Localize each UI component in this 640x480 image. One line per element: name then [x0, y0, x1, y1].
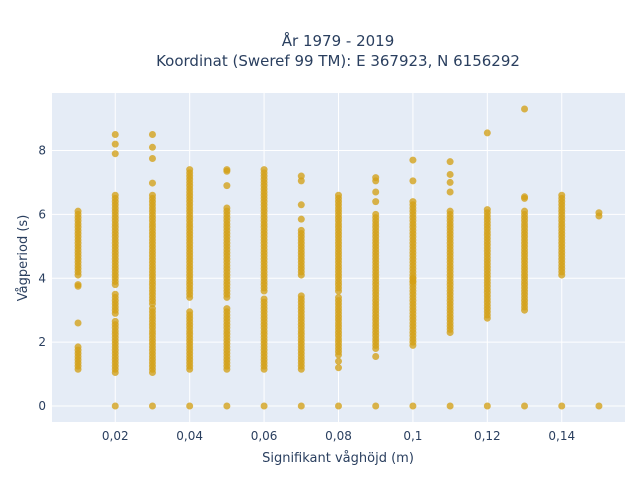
- x-tick-label: 0,1: [403, 429, 422, 443]
- data-point: [223, 402, 231, 410]
- data-point: [148, 402, 156, 410]
- data-point: [595, 209, 603, 217]
- data-point: [260, 295, 268, 303]
- data-point: [260, 166, 268, 174]
- data-point: [148, 179, 156, 187]
- x-axis-label: Signifikant våghöjd (m): [262, 451, 414, 466]
- data-point: [74, 319, 82, 327]
- data-point: [409, 402, 417, 410]
- x-tick-label: 0,04: [176, 429, 203, 443]
- data-point: [335, 191, 342, 199]
- data-point: [409, 156, 417, 164]
- data-point: [223, 305, 231, 313]
- y-tick-label: 6: [38, 207, 46, 221]
- data-point: [297, 172, 305, 180]
- chart-title-line-1: År 1979 - 2019: [282, 31, 395, 50]
- data-point: [111, 402, 119, 410]
- data-point: [148, 154, 156, 162]
- y-axis-label: Vågperiod (s): [16, 215, 31, 302]
- data-point: [74, 343, 82, 351]
- y-tick-label: 8: [38, 143, 46, 157]
- data-point: [335, 402, 342, 410]
- data-point: [223, 166, 231, 174]
- data-point: [148, 191, 156, 199]
- data-point: [446, 402, 454, 410]
- data-point: [335, 293, 342, 301]
- data-point: [111, 131, 119, 139]
- chart-title-line-2: Koordinat (Sweref 99 TM): E 367923, N 61…: [156, 52, 520, 70]
- data-point: [297, 215, 305, 223]
- data-point: [521, 207, 529, 215]
- data-point: [148, 131, 156, 139]
- data-point: [446, 207, 454, 215]
- data-points: [74, 105, 603, 410]
- data-point: [372, 353, 380, 361]
- data-point: [186, 402, 194, 410]
- data-point: [446, 178, 454, 186]
- data-point: [74, 282, 82, 290]
- data-point: [297, 177, 305, 185]
- data-point: [148, 143, 156, 151]
- data-point: [409, 177, 417, 185]
- data-point: [409, 274, 417, 282]
- data-point: [483, 206, 491, 214]
- y-tick-label: 4: [38, 271, 46, 285]
- x-tick-label: 0,08: [325, 429, 352, 443]
- data-point: [148, 305, 156, 313]
- data-point: [521, 402, 529, 410]
- data-point: [223, 182, 231, 190]
- data-point: [483, 402, 491, 410]
- data-point: [595, 402, 603, 410]
- data-point: [335, 357, 342, 365]
- x-tick-label: 0,12: [474, 429, 501, 443]
- data-point: [372, 210, 380, 218]
- data-point: [521, 105, 529, 113]
- y-tick-label: 0: [38, 399, 46, 413]
- data-point: [446, 188, 454, 196]
- data-point: [372, 402, 380, 410]
- y-tick-label: 2: [38, 335, 46, 349]
- x-axis-ticks: 0,02 0,04 0,06 0,08 0,1 0,12 0,14: [102, 429, 575, 443]
- data-point: [558, 191, 566, 199]
- data-point: [297, 402, 305, 410]
- data-point: [111, 140, 119, 148]
- data-point: [111, 290, 119, 298]
- data-point: [297, 201, 305, 209]
- data-point: [186, 166, 194, 174]
- data-point: [372, 174, 380, 182]
- data-point: [111, 191, 119, 199]
- data-point: [111, 150, 119, 158]
- data-point: [483, 129, 491, 137]
- data-point: [409, 198, 417, 206]
- data-point: [372, 198, 380, 206]
- data-point: [111, 317, 119, 325]
- x-tick-label: 0,02: [102, 429, 129, 443]
- data-point: [446, 158, 454, 166]
- x-tick-label: 0,14: [548, 429, 575, 443]
- data-point: [297, 226, 305, 234]
- data-point: [335, 364, 342, 372]
- data-point: [558, 402, 566, 410]
- y-axis-ticks: 0 2 4 6 8: [38, 143, 46, 413]
- data-point: [186, 308, 194, 316]
- data-point: [74, 207, 82, 215]
- data-point: [372, 188, 380, 196]
- x-tick-label: 0,06: [251, 429, 278, 443]
- data-point: [223, 204, 231, 212]
- data-point: [446, 170, 454, 178]
- data-point: [297, 292, 305, 300]
- data-point: [260, 402, 268, 410]
- data-point: [521, 193, 529, 201]
